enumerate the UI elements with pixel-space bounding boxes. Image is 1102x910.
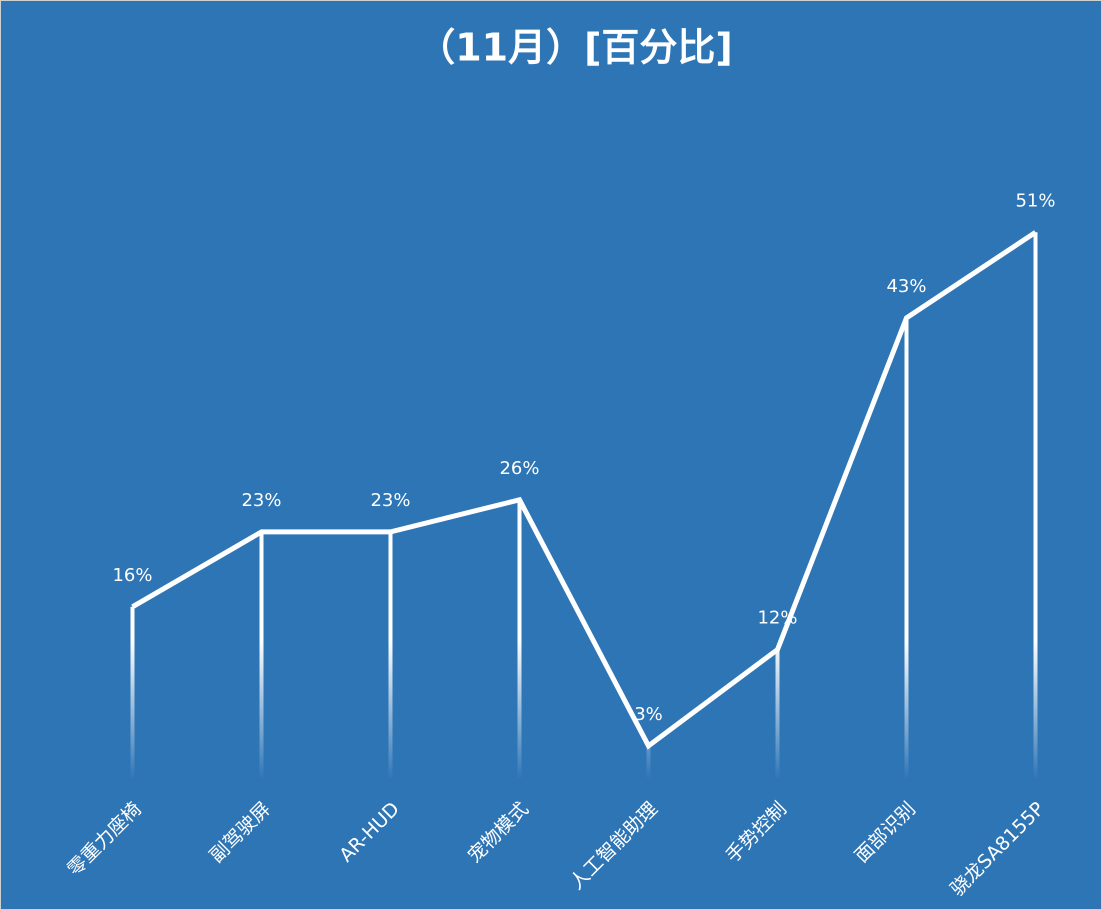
- data-label: 23%: [370, 490, 410, 511]
- data-line: [131, 230, 1037, 750]
- data-label: 26%: [499, 458, 539, 479]
- data-label: 12%: [757, 608, 797, 629]
- data-label: 23%: [241, 490, 281, 511]
- data-label: 16%: [112, 565, 152, 586]
- data-label: 51%: [1015, 190, 1055, 211]
- data-label: 43%: [886, 276, 926, 297]
- chart-title: （11月）[百分比]: [417, 26, 733, 70]
- data-label: 3%: [634, 704, 663, 725]
